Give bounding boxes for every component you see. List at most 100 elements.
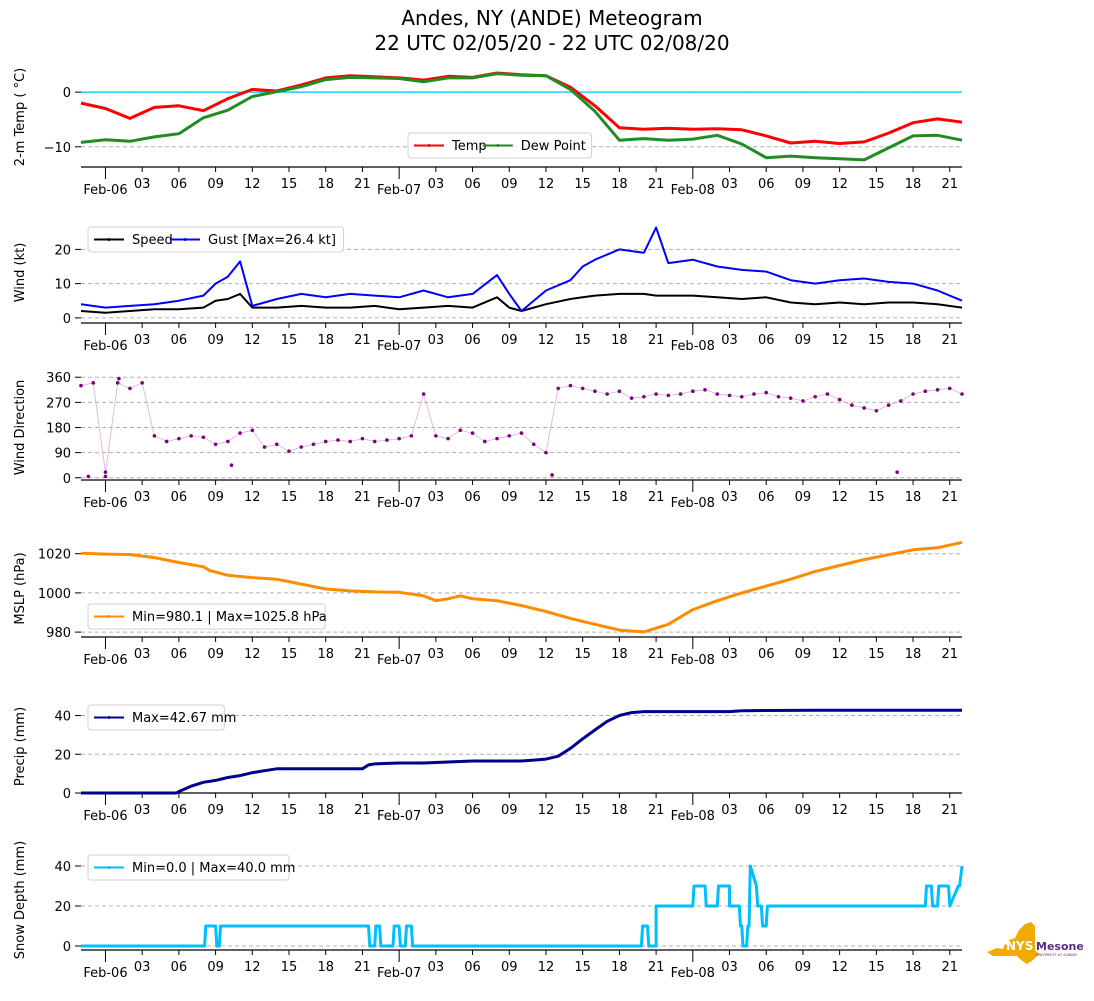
x-tick-label-date: Feb-07 (377, 339, 421, 354)
x-tick-label: 15 (868, 803, 885, 818)
legend-marker (107, 615, 111, 618)
x-tick-label: 15 (574, 803, 591, 818)
wind-direction-point (850, 403, 854, 407)
x-tick-label-date: Feb-08 (671, 809, 715, 824)
x-tick-label-date: Feb-08 (671, 183, 715, 198)
x-tick-label: 12 (538, 333, 555, 348)
x-tick-label: 06 (464, 960, 481, 975)
x-tick-label: 09 (207, 177, 224, 192)
x-tick-label-date: Feb-07 (377, 966, 421, 981)
wind-direction-point (862, 406, 866, 410)
x-tick-label: 15 (281, 333, 298, 348)
wind-direction-point (238, 431, 242, 435)
y-tick-label: −10 (44, 141, 71, 156)
x-tick-label: 12 (538, 647, 555, 662)
x-tick-label: 18 (611, 803, 628, 818)
x-tick-label-date: Feb-06 (83, 183, 127, 198)
series-min-980-1-max-1025-8-hpa (80, 540, 963, 634)
wind-direction-point (764, 390, 769, 395)
x-tick-label: 15 (281, 647, 298, 662)
wind-direction-point (201, 435, 206, 440)
wind-direction-point (311, 442, 316, 447)
y-tick-label: 20 (54, 900, 71, 915)
x-tick-label: 18 (905, 803, 922, 818)
y-axis-label: 2-m Temp ( °C) (13, 68, 28, 166)
wind-direction-point (776, 394, 781, 399)
panel-wind: 0 10 20 Wind (kt) 03 06 09 12 15 18 21 03 06 09 12 15 18… (13, 226, 963, 354)
y-tick-label: 20 (54, 243, 71, 258)
x-tick-label: 12 (538, 803, 555, 818)
wind-direction-point (593, 389, 597, 393)
y-tick-label: 1020 (38, 548, 71, 563)
x-tick-label: 15 (868, 647, 885, 662)
wind-direction-point (323, 439, 328, 444)
x-tick-label: 09 (795, 960, 812, 975)
x-tick-label: 06 (758, 177, 775, 192)
legend-marker (496, 144, 500, 147)
wind-direction-point (947, 386, 952, 391)
x-tick-label: 12 (244, 177, 261, 192)
x-tick-label: 18 (317, 490, 334, 505)
x-tick-label: 18 (317, 803, 334, 818)
x-tick-label: 15 (574, 490, 591, 505)
wind-direction-point (115, 381, 120, 385)
wind-direction-point (128, 386, 132, 391)
y-tick-label: 0 (63, 940, 71, 955)
x-tick-label: 21 (941, 490, 958, 505)
wind-direction-point (960, 392, 964, 396)
wind-direction-point (678, 392, 683, 396)
x-tick-label-date: Feb-08 (671, 496, 715, 511)
chart-title-line2: 22 UTC 02/05/20 - 22 UTC 02/08/20 (374, 31, 730, 55)
series-gust-max-26-4-kt (80, 226, 963, 312)
wind-direction-point (250, 428, 255, 433)
x-tick-label: 12 (244, 647, 261, 662)
legend: Min=0.0 | Max=40.0 mm (87, 854, 295, 881)
legend-label: Dew Point (521, 139, 586, 154)
x-tick-label: 12 (538, 177, 555, 192)
wind-direction-point (911, 392, 915, 396)
x-tick-label: 18 (905, 647, 922, 662)
y-tick-label: 40 (54, 860, 71, 875)
x-tick-label: 03 (134, 490, 151, 505)
chart-title-line1: Andes, NY (ANDE) Meteogram (401, 6, 703, 30)
x-tick-label: 18 (317, 647, 334, 662)
x-tick-label: 09 (795, 333, 812, 348)
x-tick-label: 03 (428, 647, 445, 662)
x-tick-label: 03 (721, 177, 738, 192)
y-axis-label: Snow Depth (mm) (13, 841, 28, 959)
y-axis-label: Precip (mm) (13, 707, 28, 786)
new-york-state-shape (987, 922, 1039, 964)
x-tick-label: 03 (134, 960, 151, 975)
wind-direction-point (642, 394, 646, 399)
wind-direction-point (213, 442, 218, 447)
wind-direction-point (899, 399, 903, 403)
wind-direction-point (434, 434, 438, 438)
nys-mesonet-logo: NYS Mesonet UNIVERSITY AT ALBANY (987, 922, 1083, 964)
legend-marker (107, 716, 111, 719)
wind-direction-point (739, 394, 744, 399)
x-tick-label: 09 (501, 490, 518, 505)
x-tick-label: 15 (281, 960, 298, 975)
wind-direction-point (715, 392, 720, 396)
x-tick-label: 09 (501, 647, 518, 662)
x-tick-label-date: Feb-07 (377, 496, 421, 511)
y-tick-label: 90 (54, 447, 71, 462)
wind-direction-point (103, 474, 108, 479)
panel-snow_depth: 0 20 40 Snow Depth (mm) 03 06 09 12 15 18 21 03 06 09… (13, 841, 964, 981)
wind-direction-point (446, 436, 450, 441)
x-tick-label: 12 (831, 177, 848, 192)
x-tick-label: 21 (941, 803, 958, 818)
wind-direction-point (568, 383, 573, 388)
x-tick-label: 06 (171, 490, 188, 505)
y-tick-label: 0 (63, 86, 71, 101)
legend-label: Min=980.1 | Max=1025.8 hPa (132, 610, 327, 625)
x-tick-label-date: Feb-08 (671, 339, 715, 354)
x-tick-label: 06 (758, 490, 775, 505)
x-tick-label: 15 (574, 960, 591, 975)
x-tick-label: 06 (758, 803, 775, 818)
wind-direction-point (385, 438, 389, 442)
logo-mesonet: Mesonet (1036, 940, 1083, 953)
x-tick-label: 09 (795, 803, 812, 818)
x-tick-label: 18 (317, 177, 334, 192)
wind-direction-point (813, 394, 817, 399)
